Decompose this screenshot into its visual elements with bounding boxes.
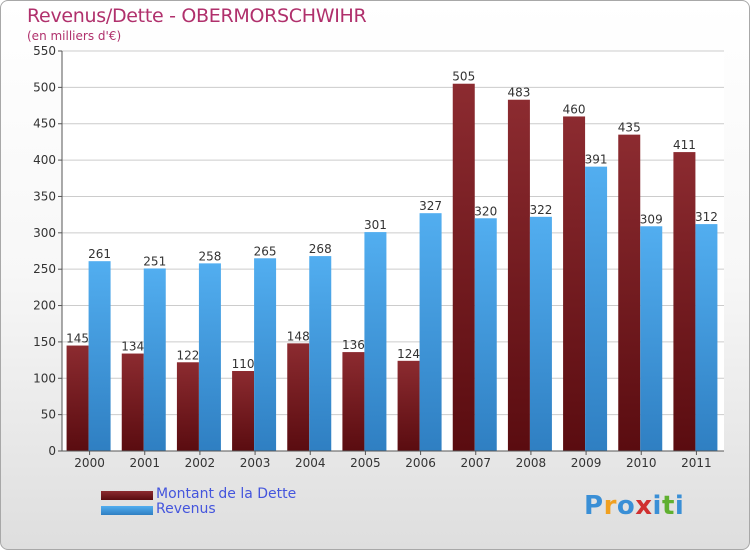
logo-letter: i	[674, 491, 685, 521]
bar-dette-value-label: 505	[452, 70, 475, 84]
bar-revenus	[88, 261, 111, 451]
bar-revenus-value-label: 309	[640, 212, 663, 226]
bar-revenus	[474, 218, 497, 451]
x-tick-label: 2001	[129, 456, 160, 470]
bar-revenus-value-label: 261	[88, 247, 111, 261]
y-tick-label: 100	[33, 371, 56, 385]
bar-revenus	[419, 213, 442, 451]
bar-revenus-value-label: 312	[695, 210, 718, 224]
bar-dette-value-label: 148	[287, 329, 310, 343]
bar-revenus	[364, 232, 387, 451]
legend-swatch-revenus	[101, 506, 153, 515]
bar-dette	[342, 352, 365, 451]
x-tick-label: 2010	[626, 456, 657, 470]
bar-dette-value-label: 122	[176, 348, 199, 362]
x-tick-label: 2008	[516, 456, 547, 470]
bar-revenus-value-label: 301	[364, 218, 387, 232]
x-tick-label: 2005	[350, 456, 381, 470]
logo-letter: o	[616, 491, 636, 521]
bar-dette	[397, 360, 420, 451]
y-tick-label: 400	[33, 153, 56, 167]
bar-dette-value-label: 124	[397, 347, 420, 361]
bar-revenus-value-label: 268	[309, 242, 332, 256]
bar-dette	[66, 345, 89, 451]
bar-dette	[507, 99, 530, 452]
y-tick-label: 0	[48, 444, 56, 458]
bar-revenus	[254, 258, 277, 451]
legend-label-dette: Montant de la Dette	[156, 486, 297, 502]
logo-letter: P	[584, 491, 604, 521]
legend-swatch-dette	[101, 491, 153, 500]
y-tick-label: 250	[33, 262, 56, 276]
y-tick-label: 50	[41, 408, 56, 422]
x-tick-label: 2007	[460, 456, 491, 470]
chart-title: Revenus/Dette - OBERMORSCHWIHR	[27, 5, 367, 27]
x-tick-label: 2009	[571, 456, 602, 470]
legend-label-revenus: Revenus	[156, 501, 216, 517]
bar-dette-value-label: 411	[673, 138, 696, 152]
bar-dette	[232, 371, 255, 451]
bar-revenus	[529, 216, 552, 451]
logo-letter: x	[635, 491, 653, 521]
y-tick-label: 350	[33, 189, 56, 203]
y-tick-label: 450	[33, 117, 56, 131]
bar-dette	[563, 116, 586, 452]
proxiti-logo: Proxiti	[584, 491, 684, 521]
bar-dette-value-label: 460	[563, 102, 586, 116]
x-tick-label: 2004	[295, 456, 326, 470]
y-tick-label: 550	[33, 44, 56, 58]
bar-dette-value-label: 145	[66, 332, 89, 346]
x-tick-label: 2000	[74, 456, 105, 470]
bar-revenus-value-label: 251	[143, 254, 166, 268]
bar-dette-value-label: 110	[232, 357, 255, 371]
bar-revenus-value-label: 320	[474, 204, 497, 218]
bar-revenus-value-label: 327	[419, 199, 442, 213]
bar-revenus-value-label: 322	[529, 203, 552, 217]
x-tick-label: 2003	[240, 456, 271, 470]
bar-revenus	[309, 256, 332, 451]
bar-dette	[673, 152, 696, 451]
y-tick-label: 150	[33, 335, 56, 349]
bar-dette-value-label: 483	[507, 86, 530, 100]
y-tick-label: 200	[33, 299, 56, 313]
bar-dette	[287, 343, 310, 451]
logo-letter: t	[661, 491, 675, 521]
bar-revenus	[695, 224, 718, 451]
y-tick-label: 500	[33, 80, 56, 94]
logo-letter: i	[652, 491, 662, 521]
x-tick-label: 2011	[681, 456, 712, 470]
y-tick-label: 300	[33, 226, 56, 240]
x-tick-label: 2006	[405, 456, 436, 470]
bar-dette	[121, 353, 144, 451]
chart-unit-label: (en milliers d'€)	[27, 29, 122, 43]
plot-area	[62, 51, 724, 451]
bar-revenus-value-label: 258	[198, 249, 221, 263]
bar-dette-value-label: 435	[618, 121, 641, 135]
bar-revenus	[585, 166, 608, 452]
bar-revenus	[198, 263, 221, 451]
bar-dette-value-label: 136	[342, 338, 365, 352]
bar-dette-value-label: 134	[121, 340, 144, 354]
bar-revenus	[143, 268, 166, 451]
bar-revenus-value-label: 391	[585, 153, 608, 167]
bar-dette	[176, 362, 199, 451]
bar-dette	[452, 83, 475, 452]
x-tick-label: 2002	[185, 456, 216, 470]
bar-revenus-value-label: 265	[254, 244, 277, 258]
bar-revenus	[640, 226, 663, 451]
logo-letter: r	[603, 491, 617, 521]
bar-dette	[618, 134, 641, 452]
